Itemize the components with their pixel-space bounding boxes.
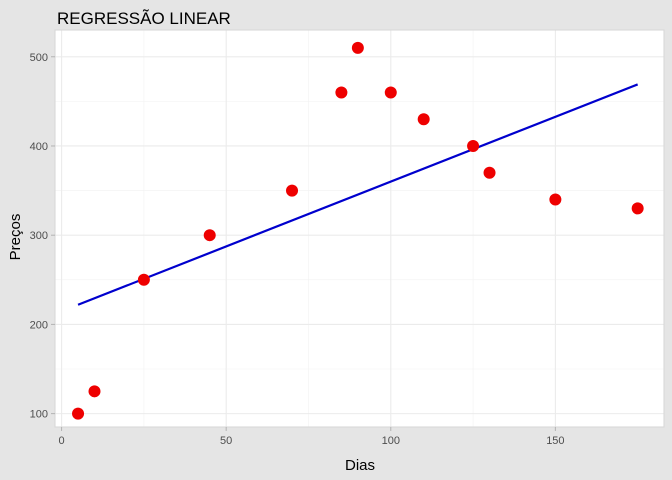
data-point	[384, 86, 397, 99]
data-point	[549, 193, 562, 206]
chart-title: REGRESSÃO LINEAR	[57, 9, 231, 28]
data-points	[72, 41, 644, 420]
regression-layer	[77, 83, 639, 306]
x-tick-label: 100	[382, 435, 400, 447]
data-point	[335, 86, 348, 99]
y-tick-label: 200	[30, 319, 48, 331]
data-point	[286, 184, 299, 197]
axes: 0 50 100 150 100 200 300 400 500	[30, 52, 565, 447]
data-point	[483, 166, 496, 179]
data-point	[88, 385, 101, 398]
plot-panel	[55, 30, 664, 427]
y-axis-title: Preços	[7, 214, 24, 261]
gridlines	[54, 29, 665, 428]
y-tick-label: 400	[30, 141, 48, 153]
x-axis-title: Dias	[345, 457, 375, 474]
regression-line	[77, 83, 639, 306]
y-tick-label: 500	[30, 52, 48, 64]
data-point	[137, 273, 150, 286]
data-point	[631, 202, 644, 215]
data-point	[417, 113, 430, 126]
y-tick-label: 300	[30, 230, 48, 242]
panel-border	[54, 29, 665, 428]
data-point	[203, 229, 216, 242]
x-tick-label: 150	[546, 435, 564, 447]
data-point	[351, 41, 364, 54]
y-tick-label: 100	[30, 409, 48, 421]
x-tick-label: 50	[220, 435, 232, 447]
data-point	[467, 139, 480, 152]
data-point	[72, 407, 85, 420]
x-tick-label: 0	[59, 435, 65, 447]
